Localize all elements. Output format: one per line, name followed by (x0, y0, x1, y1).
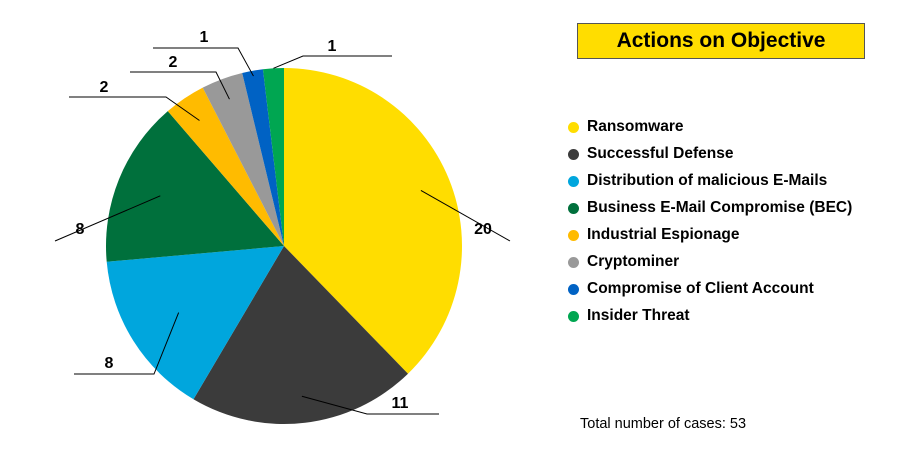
legend-swatch (568, 229, 579, 241)
leader-line (301, 395, 439, 415)
leader-line (273, 55, 392, 69)
legend-item: Successful Defense (568, 141, 852, 167)
chart-title: Actions on Objective (577, 23, 865, 59)
total-label: Total number of cases: (580, 416, 726, 432)
legend-label: Insider Threat (587, 307, 690, 324)
pie-slice-business-e-mail-compromise-bec (105, 111, 284, 262)
leader-line (54, 195, 161, 242)
legend-swatch (568, 283, 579, 295)
legend-item: Industrial Espionage (568, 222, 852, 248)
data-label: 1 (200, 29, 209, 46)
data-label: 11 (392, 395, 409, 412)
pie-slice-compromise-of-client-account (242, 69, 284, 247)
pie-slices (105, 68, 462, 425)
legend-label: Distribution of malicious E-Mails (587, 172, 828, 189)
total-value: 53 (729, 416, 747, 432)
legend: Ransomware Successful Defense Distribution… (568, 114, 852, 330)
legend-label: Business E-Mail Compromise (BEC) (587, 199, 853, 216)
legend-item: Ransomware (568, 114, 852, 140)
legend-item: Insider Threat (568, 303, 852, 329)
leader-line (130, 71, 230, 100)
pie-slice-insider-threat (262, 68, 284, 246)
legend-swatch (568, 148, 579, 160)
legend-swatch (568, 310, 579, 322)
data-label: 2 (169, 54, 178, 71)
legend-label: Successful Defense (587, 145, 734, 162)
legend-swatch (568, 121, 579, 133)
legend-swatch (568, 202, 579, 214)
legend-label: Cryptominer (587, 253, 680, 270)
legend-item: Business E-Mail Compromise (BEC) (568, 195, 852, 221)
data-label: 1 (328, 38, 337, 55)
pie-slice-cryptominer (202, 72, 284, 246)
legend-swatch (568, 175, 579, 187)
legend-item: Distribution of malicious E-Mails (568, 168, 852, 194)
leader-line (153, 47, 254, 77)
legend-item: Compromise of Client Account (568, 276, 852, 302)
legend-label: Ransomware (587, 118, 684, 135)
pie-slice-successful-defense (193, 246, 408, 425)
pie-slice-industrial-espionage (167, 87, 284, 246)
leader-line (420, 190, 511, 242)
data-label: 8 (76, 221, 85, 238)
pie-slice-ransomware (284, 68, 462, 374)
legend-swatch (568, 256, 579, 268)
leader-line (74, 312, 180, 375)
total-cases: Total number of cases: 53 (580, 416, 750, 432)
leader-lines (54, 47, 511, 415)
data-label: 2 (100, 79, 109, 96)
legend-label: Compromise of Client Account (587, 280, 814, 297)
data-label: 20 (474, 221, 492, 238)
legend-label: Industrial Espionage (587, 226, 740, 243)
data-label: 8 (105, 355, 114, 372)
pie-slice-distribution-of-malicious-e-mails (106, 246, 284, 400)
legend-item: Cryptominer (568, 249, 852, 275)
leader-line (69, 96, 200, 121)
